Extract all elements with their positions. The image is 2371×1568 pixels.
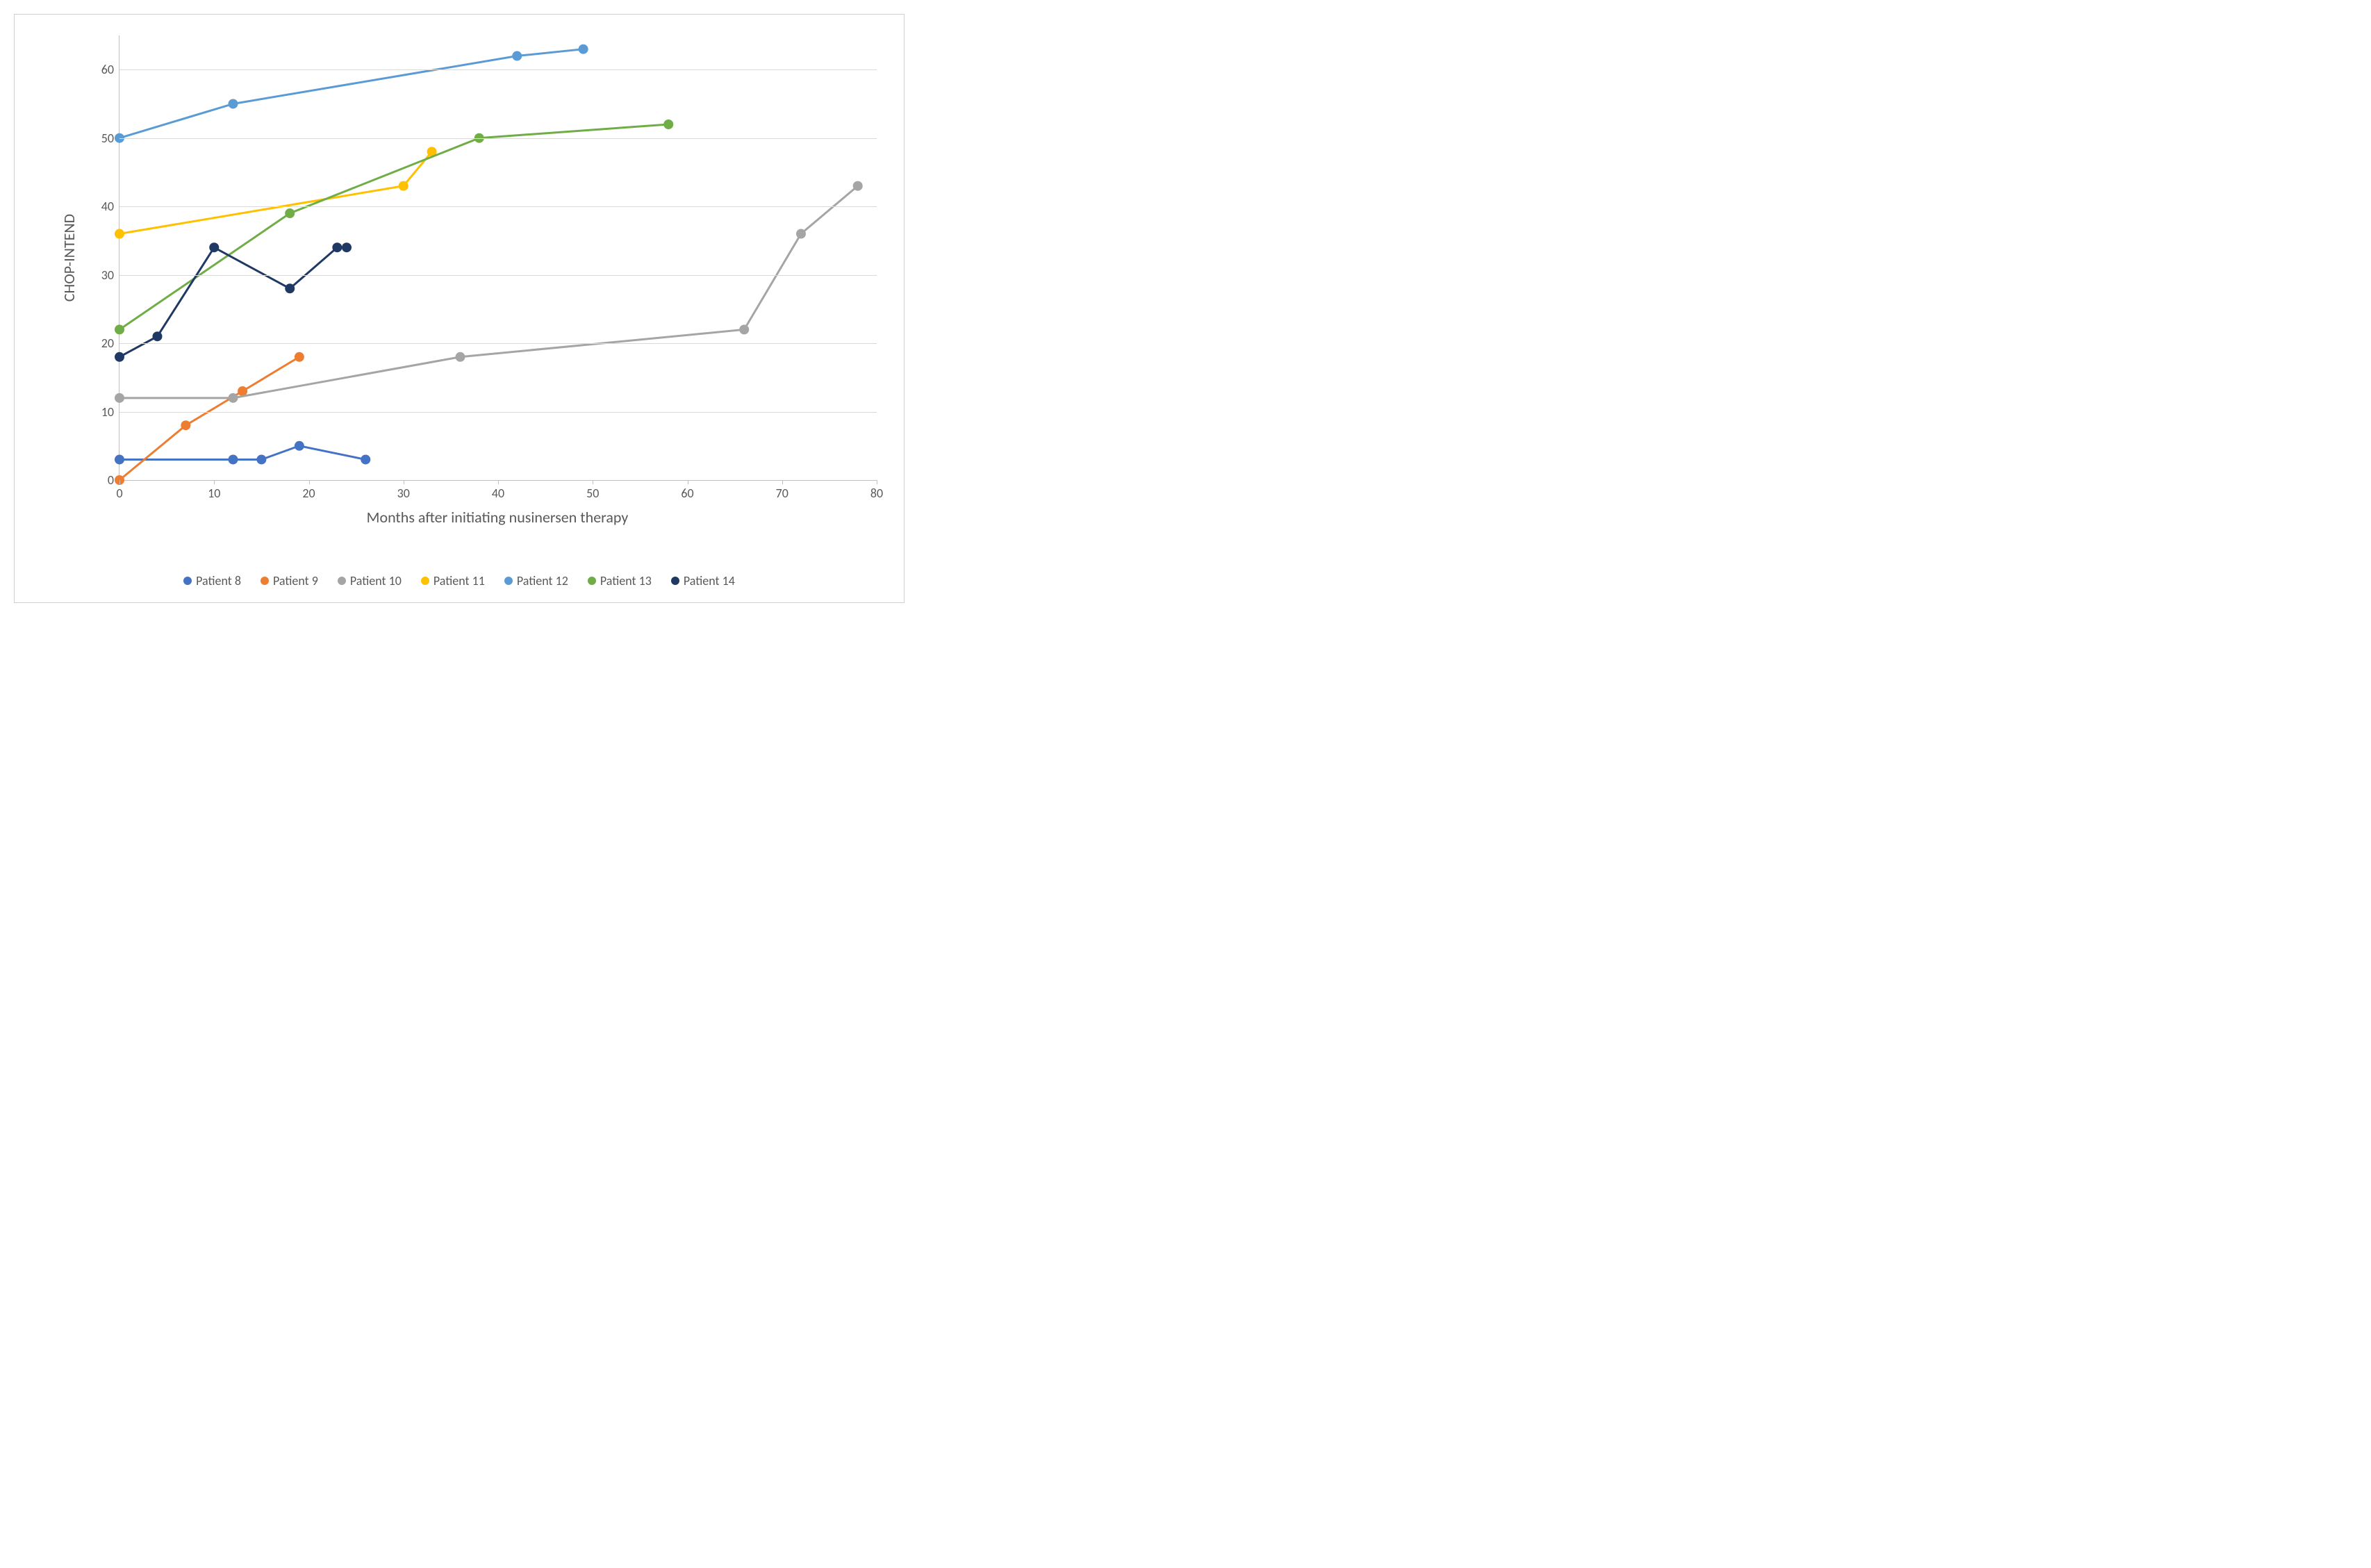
data-point: [229, 454, 238, 464]
legend-marker-icon: [504, 577, 513, 585]
series-line: [119, 357, 299, 480]
data-point: [361, 454, 370, 464]
series-line: [119, 151, 432, 233]
data-point: [512, 51, 522, 61]
x-tick-label: 20: [302, 480, 315, 501]
data-point: [153, 331, 163, 341]
legend-item: Patient 12: [504, 573, 568, 588]
data-point: [229, 99, 238, 108]
y-tick-label: 40: [101, 199, 119, 214]
data-point: [229, 393, 238, 403]
gridline: [119, 206, 877, 207]
data-point: [399, 181, 408, 191]
data-point: [115, 454, 124, 464]
x-tick-label: 80: [870, 480, 883, 501]
legend-item: Patient 10: [338, 573, 402, 588]
gridline: [119, 275, 877, 276]
gridline: [119, 412, 877, 413]
legend-marker-icon: [261, 577, 269, 585]
data-point: [295, 352, 304, 362]
x-tick-label: 50: [586, 480, 599, 501]
data-point: [739, 324, 749, 334]
legend-item: Patient 8: [183, 573, 241, 588]
data-point: [238, 386, 247, 396]
legend-label: Patient 12: [517, 573, 568, 588]
x-tick-label: 10: [208, 480, 220, 501]
legend-marker-icon: [671, 577, 679, 585]
y-tick-label: 30: [101, 267, 119, 283]
data-point: [209, 242, 219, 252]
data-point: [332, 242, 342, 252]
legend-item: Patient 9: [261, 573, 318, 588]
gridline: [119, 343, 877, 344]
chop-intend-chart: 010203040506001020304050607080 CHOP-INTE…: [14, 14, 904, 603]
legend-marker-icon: [588, 577, 596, 585]
x-tick-label: 0: [116, 480, 122, 501]
legend-label: Patient 9: [273, 573, 318, 588]
data-point: [295, 441, 304, 451]
legend: Patient 8 Patient 9 Patient 10 Patient 11 Pa…: [15, 573, 904, 588]
y-tick-label: 50: [101, 131, 119, 146]
legend-marker-icon: [421, 577, 429, 585]
series-line: [119, 49, 584, 138]
data-point: [181, 420, 190, 430]
legend-label: Patient 14: [684, 573, 735, 588]
legend-label: Patient 10: [350, 573, 402, 588]
series-line: [119, 124, 668, 329]
data-point: [796, 229, 806, 239]
legend-item: Patient 13: [588, 573, 652, 588]
data-point: [115, 229, 124, 239]
gridline: [119, 138, 877, 139]
legend-label: Patient 13: [600, 573, 652, 588]
x-axis-label: Months after initiating nusinersen thera…: [367, 508, 629, 527]
gridline: [119, 69, 877, 70]
data-point: [256, 454, 266, 464]
data-point: [456, 352, 465, 362]
data-point: [853, 181, 863, 191]
legend-marker-icon: [338, 577, 346, 585]
y-axis-label: CHOP-INTEND: [60, 214, 79, 302]
data-point: [663, 119, 673, 129]
series-line: [119, 247, 347, 357]
data-point: [342, 242, 352, 252]
legend-label: Patient 8: [196, 573, 241, 588]
data-point: [285, 283, 295, 293]
x-tick-label: 70: [776, 480, 788, 501]
y-tick-label: 10: [101, 404, 119, 420]
y-tick-label: 20: [101, 336, 119, 351]
x-tick-label: 40: [492, 480, 504, 501]
series-line: [119, 186, 858, 398]
legend-item: Patient 14: [671, 573, 735, 588]
data-point: [115, 393, 124, 403]
x-tick-label: 60: [681, 480, 693, 501]
legend-label: Patient 11: [433, 573, 485, 588]
data-point: [115, 352, 124, 362]
y-tick-label: 60: [101, 62, 119, 77]
legend-item: Patient 11: [421, 573, 485, 588]
series-layer: [119, 35, 877, 480]
data-point: [285, 208, 295, 218]
plot-area: 010203040506001020304050607080: [119, 35, 877, 481]
data-point: [115, 324, 124, 334]
x-tick-label: 30: [397, 480, 410, 501]
data-point: [579, 44, 588, 54]
series-line: [119, 446, 365, 460]
legend-marker-icon: [183, 577, 192, 585]
